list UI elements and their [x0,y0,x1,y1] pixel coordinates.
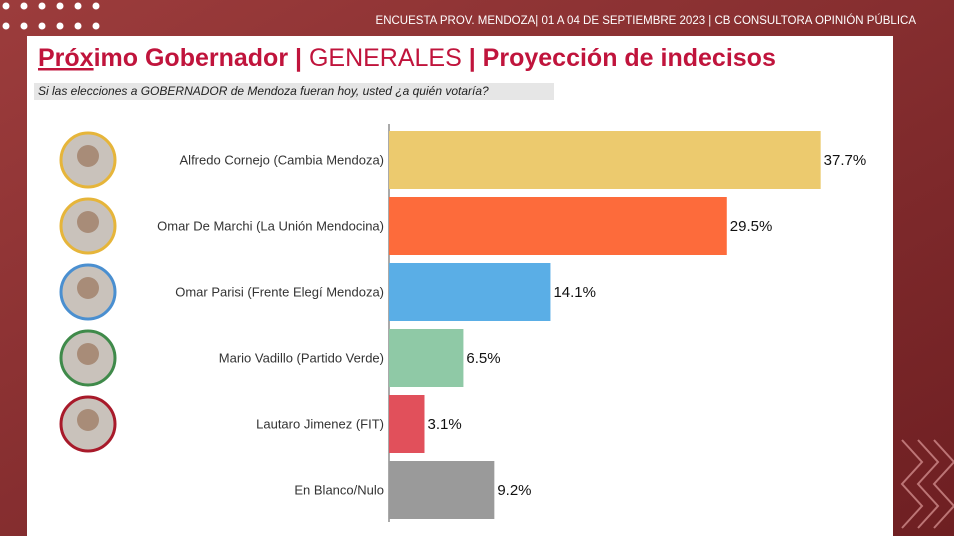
value-label: 29.5% [730,218,773,235]
value-label: 9.2% [497,482,531,499]
bar [389,263,551,321]
category-label: En Blanco/Nulo [294,482,384,497]
photo-head [77,409,99,431]
category-label: Omar De Marchi (La Unión Mendocina) [157,218,384,233]
photo-head [77,343,99,365]
bar [389,197,727,255]
category-label: Alfredo Cornejo (Cambia Mendoza) [180,152,384,167]
photo-head [77,145,99,167]
header: ENCUESTA PROV. MENDOZA| 01 A 04 DE SEPTI… [376,14,917,27]
title-part: Próx [38,44,94,72]
category-label: Omar Parisi (Frente Elegí Mendoza) [175,284,384,299]
category-label: Lautaro Jimenez (FIT) [256,416,384,431]
photo-head [77,211,99,233]
bar [389,395,425,453]
chevrons [900,439,954,529]
title: Próximo Gobernador | GENERALES | Proyecc… [38,44,776,72]
title-part: GENERALES [309,44,462,72]
bar [389,461,495,519]
title-part: imo Gobernador | [94,44,309,72]
dots [2,2,100,30]
photo-head [77,277,99,299]
value-label: 6.5% [466,350,500,367]
category-label: Mario Vadillo (Partido Verde) [219,350,384,365]
value-label: 3.1% [427,416,461,433]
bar [389,329,464,387]
value-label: 14.1% [553,284,596,301]
subtitle-bg [34,83,554,100]
subtitle: Si las elecciones a GOBERNADOR de Mendoz… [38,84,489,98]
title-part: | Proyección de indecisos [462,44,776,72]
value-label: 37.7% [824,152,867,169]
bar [389,131,821,189]
